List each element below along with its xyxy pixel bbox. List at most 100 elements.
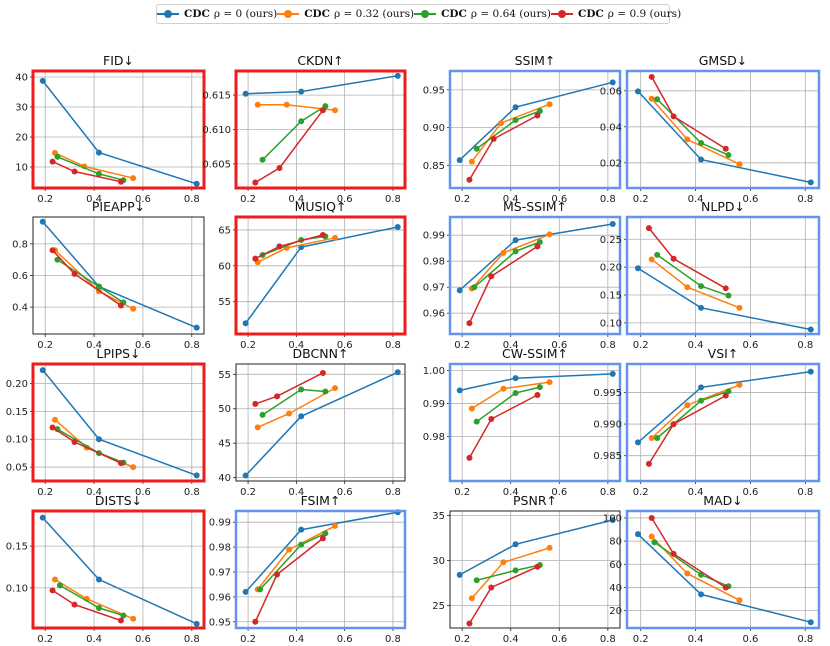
data-point — [512, 375, 519, 382]
data-point — [95, 283, 102, 290]
legend: CDC ρ = 0 (ours) CDC ρ = 0.32 (ours) CDC… — [156, 4, 681, 24]
legend-brand: CDC — [577, 8, 604, 20]
data-point — [254, 101, 261, 108]
x-tick-label: 0.4 — [503, 487, 519, 498]
data-point — [56, 582, 63, 589]
series-line — [52, 589, 122, 622]
x-tick-label: 0.6 — [337, 487, 353, 498]
data-point — [534, 563, 541, 570]
y-tick-label: 0.85 — [423, 161, 445, 172]
plot-frame — [625, 509, 821, 630]
data-point — [488, 584, 495, 591]
data-point — [684, 136, 691, 143]
data-point — [512, 390, 519, 397]
data-point — [534, 243, 541, 250]
data-point — [670, 550, 677, 557]
x-tick-label: 0.4 — [86, 634, 102, 645]
data-point — [648, 514, 655, 521]
data-point — [276, 165, 283, 172]
y-tick-label: 0.15 — [6, 407, 28, 418]
data-point — [193, 180, 200, 187]
y-tick-label: 0.4 — [12, 303, 28, 314]
chart-title: DBCNN↑ — [293, 346, 349, 361]
y-tick-label: 0.985 — [593, 451, 622, 462]
data-point — [546, 379, 553, 386]
series-line — [476, 564, 541, 582]
data-point — [283, 101, 290, 108]
data-point — [95, 604, 102, 611]
x-tick-label: 0.8 — [600, 340, 616, 351]
y-tick-label: 30 — [432, 556, 445, 567]
data-point — [71, 270, 78, 277]
plot-frame — [625, 215, 821, 336]
data-point — [698, 591, 705, 598]
y-tick-label: 0.02 — [600, 158, 622, 169]
x-tick-label: 0.6 — [135, 194, 151, 205]
x-tick-label: 0.4 — [86, 487, 102, 498]
y-tick-label: 20 — [15, 133, 28, 144]
legend-marker — [550, 9, 573, 19]
x-tick-label: 0.6 — [551, 634, 567, 645]
data-point — [648, 256, 655, 263]
y-tick-label: 30 — [15, 103, 28, 114]
legend-item-rho-0: CDC ρ = 0 (ours) — [157, 8, 277, 20]
series-line — [651, 517, 727, 589]
data-point — [298, 88, 305, 95]
chart-title: FID↓ — [103, 53, 134, 68]
data-point — [648, 533, 655, 540]
series-line — [476, 386, 541, 423]
y-tick-label: 0.05 — [6, 463, 28, 474]
x-tick-label: 0.8 — [385, 634, 401, 645]
data-point — [49, 247, 56, 254]
data-point — [736, 304, 743, 311]
y-tick-label: 45 — [218, 439, 231, 450]
chart-title: PSNR↑ — [513, 493, 557, 508]
data-point — [473, 577, 480, 584]
y-tick-label: 0.990 — [593, 420, 622, 431]
series-line — [255, 372, 324, 405]
data-point — [130, 464, 137, 471]
x-tick-label: 0.8 — [600, 194, 616, 205]
data-point — [684, 570, 691, 577]
x-tick-label: 0.2 — [454, 487, 470, 498]
x-tick-label: 0.6 — [337, 634, 353, 645]
x-tick-label: 0.8 — [797, 487, 813, 498]
chart-psnr: 0.2 0.4 0.6 0.8 25 30 35 PSNR↑ — [432, 493, 621, 645]
x-tick-label: 0.4 — [503, 634, 519, 645]
x-tick-label: 0.6 — [551, 194, 567, 205]
data-point — [490, 135, 497, 142]
data-point — [71, 439, 78, 445]
data-point — [286, 546, 293, 553]
data-point — [609, 370, 616, 377]
data-point — [536, 108, 543, 115]
x-tick-label: 0.4 — [288, 634, 304, 645]
x-tick-label: 0.2 — [37, 194, 53, 205]
data-point — [394, 72, 401, 79]
data-point — [736, 381, 743, 388]
y-tick-label: 20 — [609, 606, 622, 617]
plot-frame — [31, 509, 206, 630]
x-tick-label: 0.2 — [454, 634, 470, 645]
data-point — [51, 576, 58, 583]
y-tick-label: 0.10 — [600, 318, 622, 329]
x-tick-label: 0.4 — [503, 194, 519, 205]
plot-frame — [32, 216, 205, 335]
x-tick-label: 0.6 — [135, 487, 151, 498]
data-point — [319, 369, 326, 376]
data-point — [252, 179, 259, 186]
chart-fid: 0.2 0.4 0.6 0.8 10 20 30 40 FID↓ — [15, 53, 206, 205]
data-point — [298, 541, 305, 548]
x-tick-label: 0.4 — [86, 340, 102, 351]
chart-title: MS-SSIM↑ — [503, 199, 567, 214]
chart-nlpd: 0.2 0.4 0.6 0.8 0.10 0.15 0.20 0.25 NLPD↓ — [600, 199, 821, 351]
series-line — [468, 566, 538, 624]
x-tick-label: 0.2 — [633, 487, 649, 498]
legend-brand: CDC — [304, 8, 331, 20]
y-tick-label: 0.99 — [209, 518, 231, 529]
y-tick-label: 0.6 — [12, 271, 28, 282]
data-point — [807, 619, 814, 626]
data-point — [120, 612, 127, 619]
chart-title: DISTS↓ — [95, 493, 142, 508]
x-tick-label: 0.2 — [633, 194, 649, 205]
plot-frame — [31, 69, 206, 190]
